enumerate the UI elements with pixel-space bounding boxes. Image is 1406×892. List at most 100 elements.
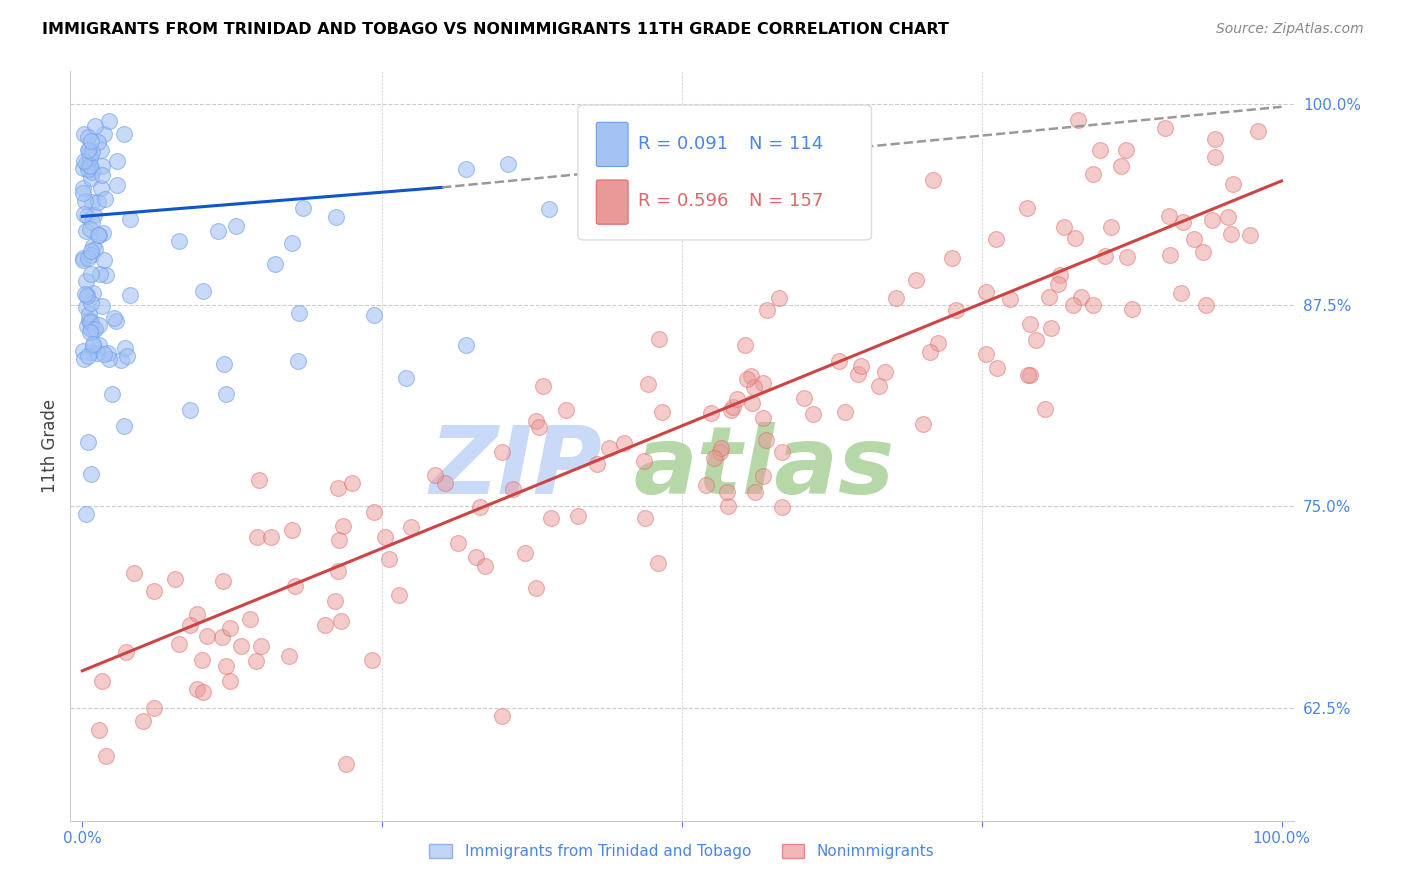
Point [1019,368,1042,382]
Point [72,251,94,265]
Text: Source: ZipAtlas.com: Source: ZipAtlas.com [1216,22,1364,37]
FancyBboxPatch shape [578,105,872,240]
Point [1063,231,1085,245]
Point [1067,112,1090,127]
Point [1094,248,1116,262]
Point [1195,297,1218,311]
Point [716,485,738,500]
Point [93,128,115,142]
Point [720,403,742,417]
Point [73,153,96,168]
Point [207,224,229,238]
Point [927,336,949,351]
Point [1000,292,1022,306]
Point [651,405,673,419]
Point [363,505,385,519]
Point [884,291,907,305]
Point [752,376,775,390]
Point [725,392,748,406]
Point [751,469,773,483]
Point [851,359,873,373]
Point [163,572,186,586]
Point [87,227,110,242]
Point [423,467,446,482]
Point [1111,160,1133,174]
Point [215,386,238,401]
Point [598,441,620,455]
Point [76,251,98,265]
Point [1154,120,1177,135]
Point [105,314,128,328]
Point [945,303,967,318]
Point [772,500,794,514]
Point [79,467,101,482]
Point [80,170,103,185]
Point [325,210,347,224]
Point [86,135,108,149]
Point [323,594,346,608]
Point [211,574,233,588]
Point [1025,333,1047,347]
Point [89,318,111,333]
Point [524,581,547,595]
Point [73,207,96,221]
Point [105,154,128,169]
Point [120,211,142,226]
Point [77,147,100,161]
Point [1159,209,1181,223]
Point [911,417,934,431]
Point [1083,298,1105,312]
Point [167,235,190,249]
Point [921,173,943,187]
Point [84,243,107,257]
Text: ZIP: ZIP [429,423,602,515]
Point [433,475,456,490]
Point [744,485,766,500]
Point [465,550,488,565]
Point [1115,250,1137,264]
Point [637,376,659,391]
Point [93,226,115,240]
Point [447,536,470,550]
Point [1053,219,1076,234]
Text: atlas: atlas [633,423,894,515]
Point [291,201,314,215]
Point [245,654,267,668]
Point [828,353,851,368]
Point [143,701,166,715]
Point [735,372,758,386]
Point [195,629,218,643]
Text: N = 157: N = 157 [749,192,824,210]
Legend: Immigrants from Trinidad and Tobago, Nonimmigrants: Immigrants from Trinidad and Tobago, Non… [423,838,941,865]
Point [90,143,112,157]
Point [73,287,96,301]
Point [1121,302,1143,317]
Point [105,178,128,193]
Point [247,473,270,487]
Point [326,481,349,495]
Point [143,584,166,599]
Point [1204,150,1226,164]
Point [79,315,101,329]
Point [72,343,94,358]
Point [75,274,97,288]
Point [86,346,108,360]
Point [1018,317,1040,331]
Point [75,156,97,170]
Point [73,127,96,141]
Point [191,684,214,698]
Point [80,313,103,327]
Point [219,621,242,635]
Point [90,159,112,173]
Point [287,354,309,368]
Point [87,195,110,210]
Point [179,402,201,417]
Point [710,442,733,456]
Point [1040,320,1063,334]
Point [82,323,104,337]
Point [744,380,766,394]
Point [219,674,242,689]
Point [87,723,110,737]
Point [328,533,350,548]
Point [75,508,97,522]
